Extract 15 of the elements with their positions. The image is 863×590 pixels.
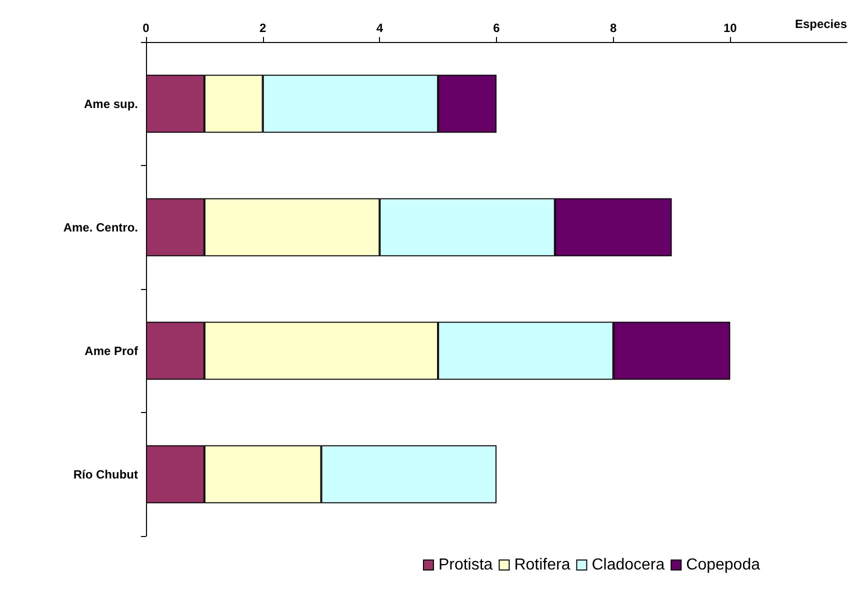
x-tick-label: 6	[493, 21, 500, 35]
y-tick-label: Río Chubut	[73, 467, 138, 482]
y-tick-label: Ame Prof	[84, 344, 140, 358]
legend-label: Protista	[438, 556, 493, 574]
legend-label: Cladocera	[592, 556, 665, 574]
x-axis-title: Especies	[794, 17, 848, 31]
x-tick-label: 10	[723, 21, 738, 35]
x-tick-label: 0	[142, 21, 150, 35]
y-tick-label: Ame sup.	[84, 96, 138, 111]
legend-label: Copepoda	[686, 556, 760, 574]
legend-label: Rotifera	[514, 556, 570, 574]
y-tick-label: Ame. Centro.	[63, 220, 138, 234]
x-tick-label: 2	[259, 21, 266, 35]
x-tick-label: 4	[376, 21, 384, 35]
x-tick-label: 8	[610, 21, 617, 35]
